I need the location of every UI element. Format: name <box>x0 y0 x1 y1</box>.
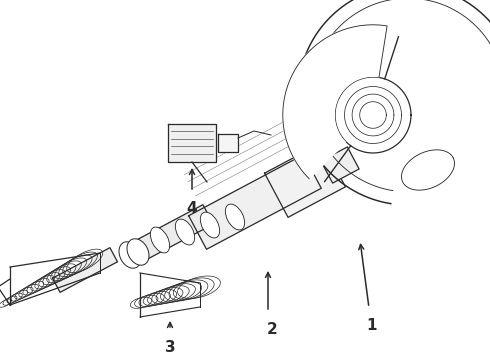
Text: 3: 3 <box>165 341 175 356</box>
Polygon shape <box>265 143 345 217</box>
Text: 1: 1 <box>367 318 377 333</box>
Polygon shape <box>189 155 321 249</box>
Polygon shape <box>321 147 359 183</box>
Polygon shape <box>168 124 216 162</box>
Ellipse shape <box>200 212 220 238</box>
Ellipse shape <box>119 242 141 268</box>
Polygon shape <box>218 134 238 152</box>
Polygon shape <box>52 248 118 292</box>
Polygon shape <box>137 205 213 259</box>
Ellipse shape <box>127 239 149 265</box>
Text: 4: 4 <box>187 201 197 216</box>
Ellipse shape <box>150 227 170 253</box>
Ellipse shape <box>175 219 195 245</box>
Polygon shape <box>283 25 387 179</box>
Ellipse shape <box>225 204 245 230</box>
Text: 2: 2 <box>267 323 277 338</box>
